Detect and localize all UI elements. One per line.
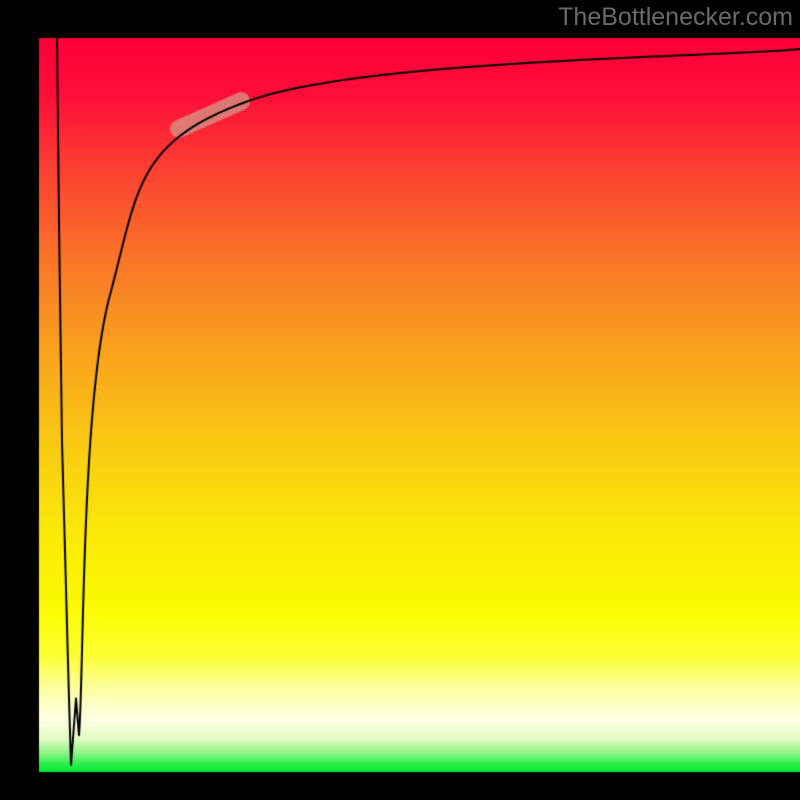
chart-container: TheBottlenecker.com: [0, 0, 800, 800]
watermark-text: TheBottlenecker.com: [558, 3, 793, 32]
bottleneck-chart: [0, 0, 800, 800]
